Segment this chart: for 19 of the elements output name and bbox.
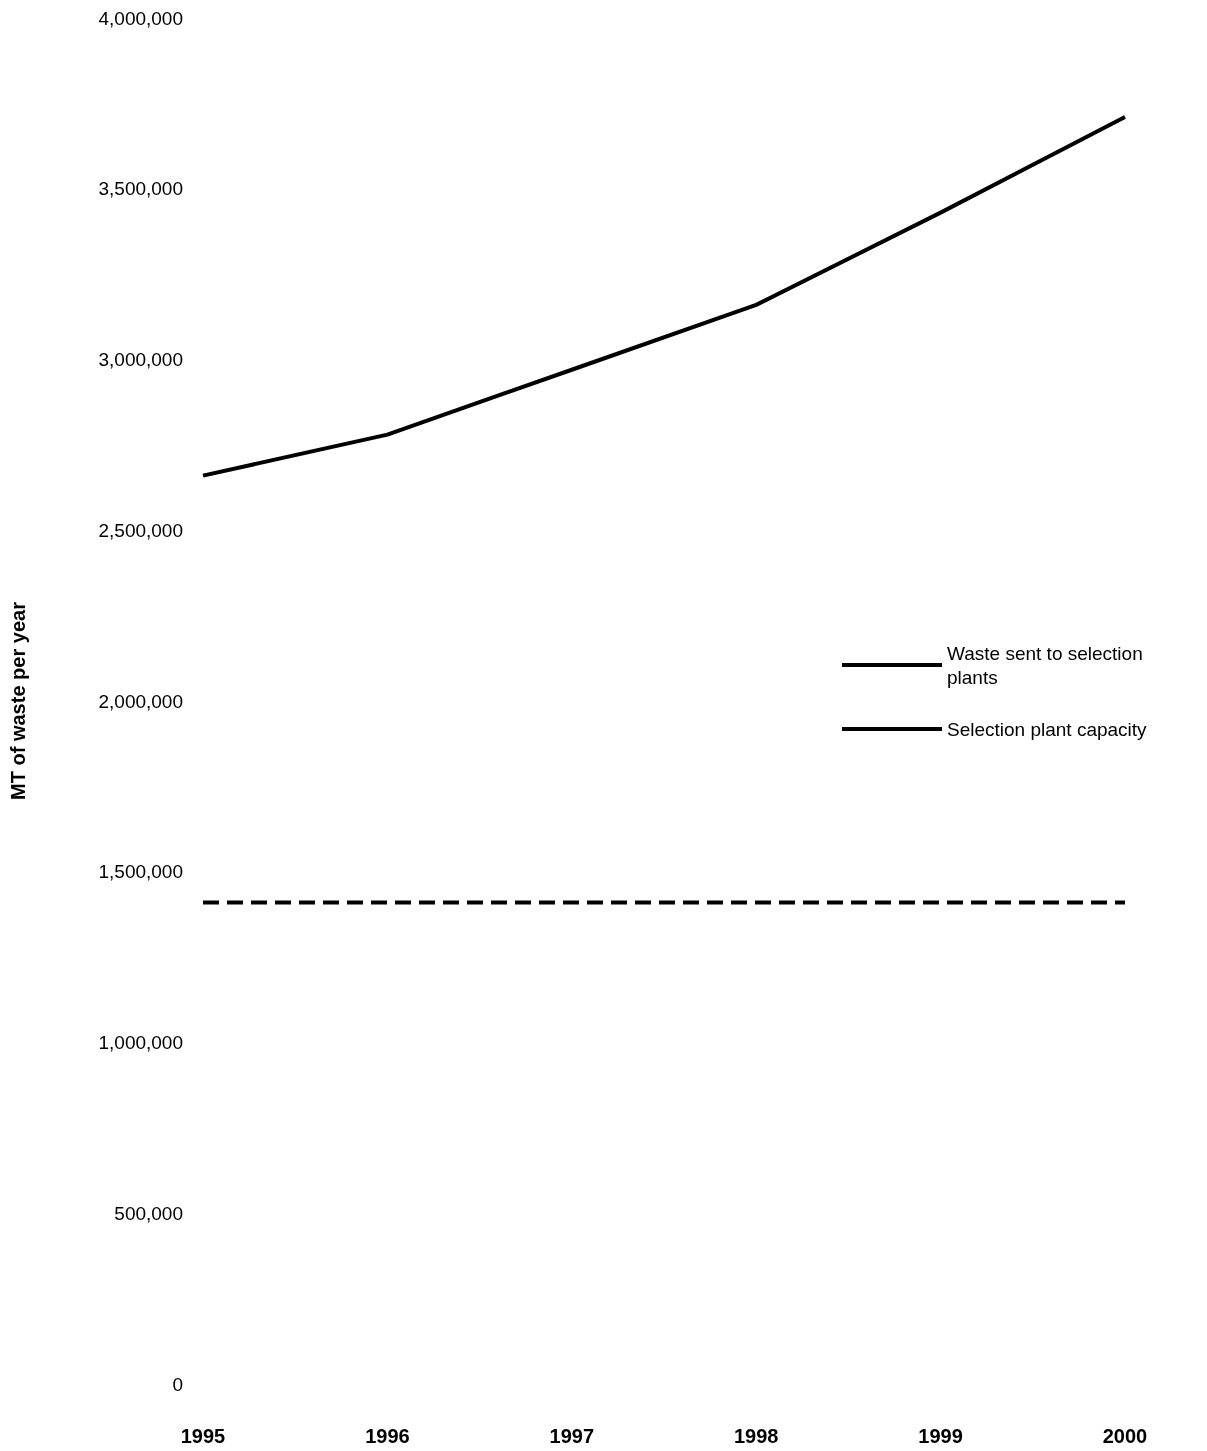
y-tick-label: 0 (172, 1373, 183, 1395)
legend-label: Selection plant capacity (947, 718, 1148, 740)
y-tick-label: 1,000,000 (98, 1032, 183, 1053)
x-tick-label: 1997 (549, 1425, 595, 1447)
x-tick-label: 1995 (180, 1425, 226, 1447)
y-tick-label: 3,500,000 (98, 178, 183, 200)
x-tick-label: 1999 (918, 1425, 963, 1447)
line-series (201, 115, 1127, 478)
y-tick-label: 500,000 (114, 1202, 183, 1224)
y-tick-label: 2,000,000 (98, 690, 183, 712)
y-tick-label: 1,500,000 (98, 861, 183, 883)
y-tick-label: 4,000,000 (98, 7, 183, 29)
y-tick-label: 3,000,000 (98, 349, 183, 370)
x-tick-label: 1996 (365, 1425, 410, 1447)
y-axis-title: MT of waste per year (7, 601, 29, 800)
y-tick-label: 2,500,000 (98, 519, 183, 541)
x-tick-label: 2000 (1102, 1425, 1148, 1447)
legend-label: Waste sent to selection plants (947, 642, 1149, 688)
x-tick-label: 1998 (733, 1425, 779, 1447)
